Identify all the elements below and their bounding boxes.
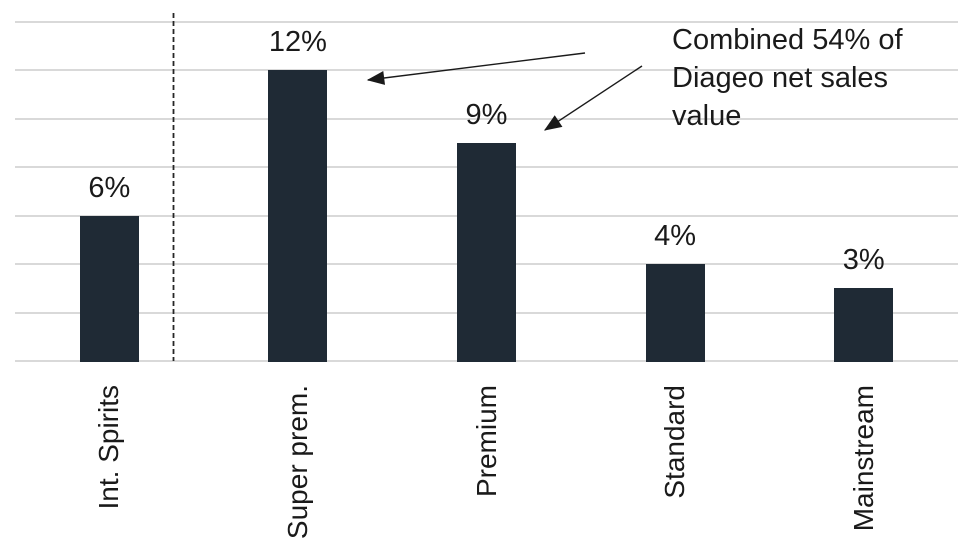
annotation-line-2: Diageo net sales xyxy=(672,62,889,94)
data-label-2: 12% xyxy=(268,26,327,59)
bar-premium xyxy=(457,143,516,362)
gridline xyxy=(15,117,958,120)
gridline xyxy=(15,21,958,23)
data-label-1: 6% xyxy=(88,171,131,204)
data-label-5: 3% xyxy=(842,244,885,277)
bar-standard xyxy=(645,264,705,362)
annotation-line-3: value xyxy=(672,100,742,132)
data-label-3: 9% xyxy=(465,99,508,132)
category-label-3: Premium xyxy=(470,385,502,498)
category-label-1: Int. Spirits xyxy=(93,385,125,510)
chart-annotation: Combined 54% of Diageo net sales value xyxy=(672,21,903,135)
data-label-4: 4% xyxy=(654,220,697,253)
category-label-5: Mainstream xyxy=(847,385,879,532)
bar-mainstream xyxy=(834,288,894,362)
bar-int-spirits xyxy=(79,215,139,362)
category-label-4: Standard xyxy=(659,385,691,499)
category-label-2: Super prem. xyxy=(281,385,313,540)
bar-super-prem xyxy=(268,70,328,362)
annotation-line-1: Combined 54% of xyxy=(672,24,903,56)
